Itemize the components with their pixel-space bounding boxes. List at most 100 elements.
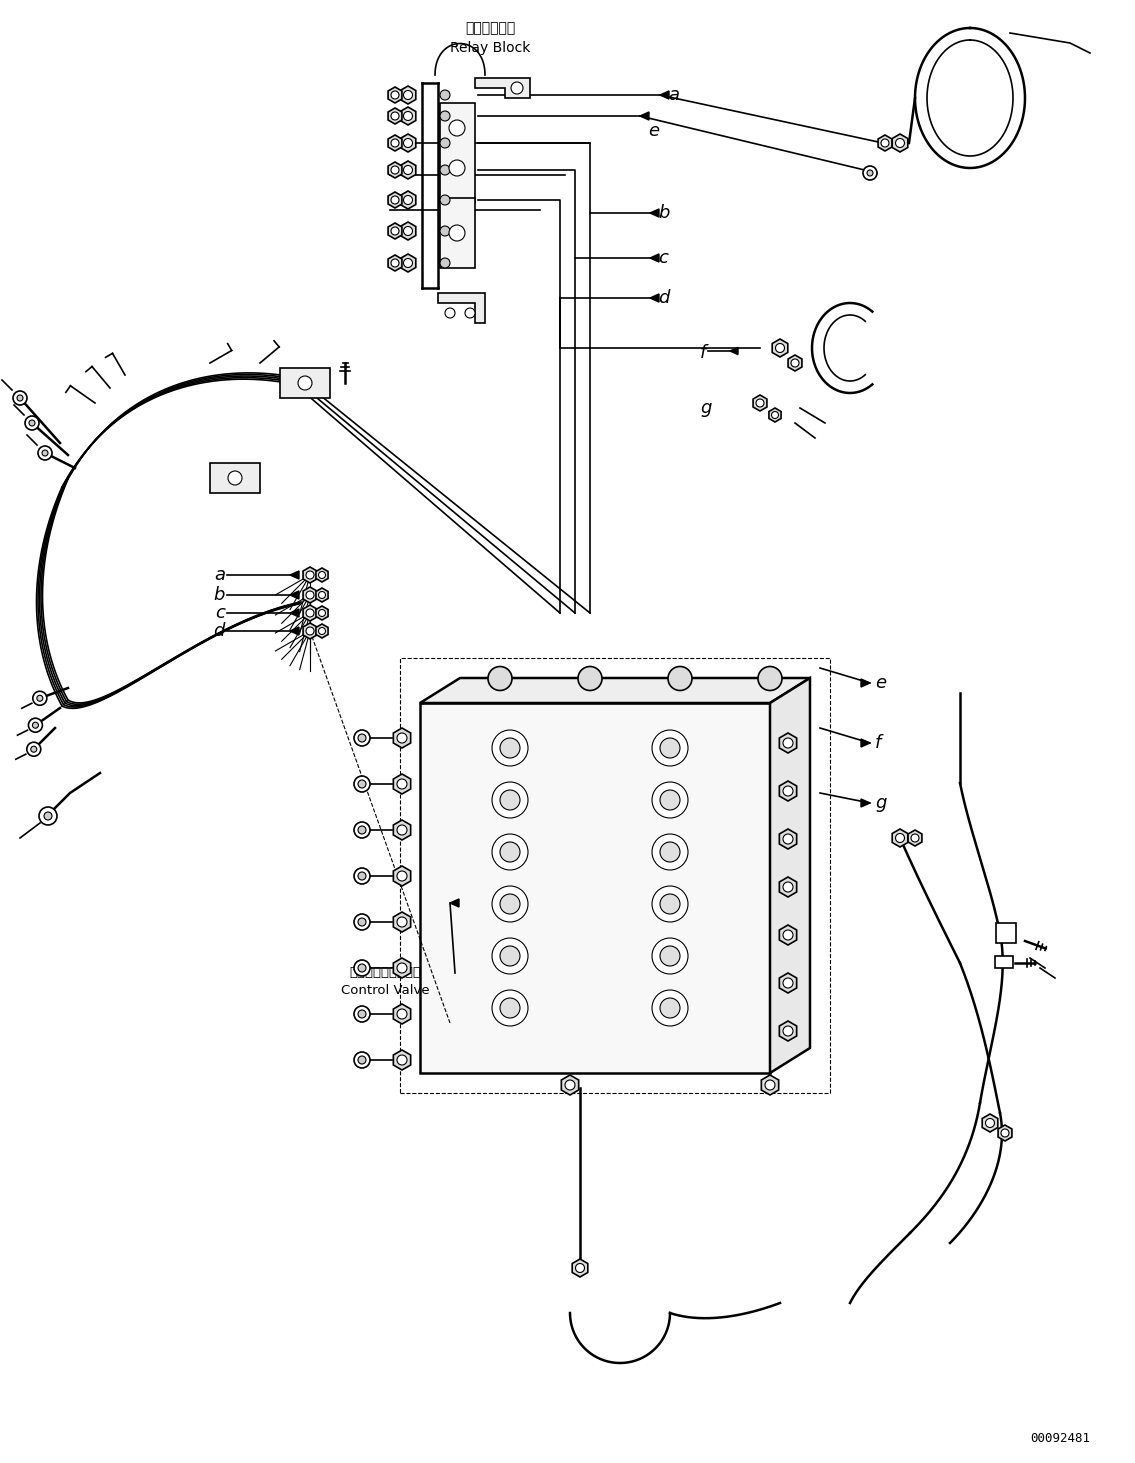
Circle shape xyxy=(358,827,365,834)
Text: Relay Block: Relay Block xyxy=(449,41,530,56)
Circle shape xyxy=(783,882,793,892)
Circle shape xyxy=(1001,1129,1009,1137)
Circle shape xyxy=(501,790,520,811)
Polygon shape xyxy=(316,625,328,638)
Circle shape xyxy=(397,870,407,881)
Polygon shape xyxy=(394,819,411,840)
Circle shape xyxy=(404,139,412,148)
Circle shape xyxy=(440,111,449,121)
Circle shape xyxy=(404,259,412,268)
Circle shape xyxy=(397,963,407,973)
Circle shape xyxy=(449,225,465,241)
Polygon shape xyxy=(394,1050,411,1069)
Polygon shape xyxy=(401,107,415,124)
Circle shape xyxy=(501,894,520,914)
Circle shape xyxy=(397,825,407,835)
Polygon shape xyxy=(394,774,411,794)
Circle shape xyxy=(440,138,449,148)
Circle shape xyxy=(465,309,476,317)
Circle shape xyxy=(491,990,528,1026)
Circle shape xyxy=(390,165,400,174)
Circle shape xyxy=(358,734,365,742)
Circle shape xyxy=(440,257,449,268)
Polygon shape xyxy=(291,571,299,579)
Polygon shape xyxy=(730,347,738,354)
Circle shape xyxy=(42,451,48,456)
Circle shape xyxy=(397,778,407,789)
Text: d: d xyxy=(658,290,670,307)
Circle shape xyxy=(358,872,365,881)
Text: e: e xyxy=(875,674,886,692)
Circle shape xyxy=(228,471,242,486)
Circle shape xyxy=(397,1055,407,1065)
Circle shape xyxy=(397,917,407,928)
Bar xyxy=(400,658,830,1093)
Circle shape xyxy=(501,998,520,1018)
Circle shape xyxy=(390,227,400,236)
Circle shape xyxy=(358,1056,365,1064)
Bar xyxy=(210,462,260,493)
Polygon shape xyxy=(401,222,415,240)
Circle shape xyxy=(25,415,39,430)
Circle shape xyxy=(651,730,688,767)
Polygon shape xyxy=(303,587,317,603)
Polygon shape xyxy=(562,1075,579,1094)
Text: 00092481: 00092481 xyxy=(1029,1431,1090,1444)
Circle shape xyxy=(651,783,688,818)
Circle shape xyxy=(17,395,23,401)
Circle shape xyxy=(354,775,370,791)
Circle shape xyxy=(669,667,692,691)
Circle shape xyxy=(440,225,449,236)
Text: f: f xyxy=(700,344,706,361)
Circle shape xyxy=(783,834,793,844)
Polygon shape xyxy=(388,255,402,271)
Circle shape xyxy=(758,667,782,691)
Circle shape xyxy=(36,695,43,701)
Circle shape xyxy=(756,399,764,407)
Circle shape xyxy=(896,139,905,148)
Circle shape xyxy=(651,990,688,1026)
Circle shape xyxy=(783,737,793,748)
Polygon shape xyxy=(892,135,908,152)
Circle shape xyxy=(651,887,688,922)
Polygon shape xyxy=(780,733,797,753)
Polygon shape xyxy=(303,623,317,639)
Polygon shape xyxy=(780,830,797,849)
Text: 中継ブロック: 中継ブロック xyxy=(465,20,515,35)
Polygon shape xyxy=(316,588,328,601)
Polygon shape xyxy=(572,1260,588,1277)
Circle shape xyxy=(358,964,365,971)
Bar xyxy=(997,923,1016,944)
Polygon shape xyxy=(650,255,659,262)
Polygon shape xyxy=(780,781,797,802)
Circle shape xyxy=(501,843,520,862)
Circle shape xyxy=(33,723,39,729)
Circle shape xyxy=(783,930,793,941)
Circle shape xyxy=(390,139,400,146)
Circle shape xyxy=(390,91,400,99)
Circle shape xyxy=(783,786,793,796)
Circle shape xyxy=(578,667,602,691)
Circle shape xyxy=(491,730,528,767)
Circle shape xyxy=(575,1264,585,1273)
Polygon shape xyxy=(449,898,459,907)
Polygon shape xyxy=(401,255,415,272)
Polygon shape xyxy=(908,830,922,846)
Polygon shape xyxy=(291,628,299,635)
Polygon shape xyxy=(861,799,871,808)
Circle shape xyxy=(491,938,528,974)
Circle shape xyxy=(783,1026,793,1036)
Polygon shape xyxy=(861,739,871,748)
Text: b: b xyxy=(213,587,225,604)
Circle shape xyxy=(565,1080,575,1090)
Circle shape xyxy=(306,609,314,617)
Circle shape xyxy=(358,917,365,926)
Polygon shape xyxy=(401,86,415,104)
Polygon shape xyxy=(659,91,669,99)
Circle shape xyxy=(30,420,35,426)
Polygon shape xyxy=(420,677,810,704)
Circle shape xyxy=(319,628,326,635)
Text: a: a xyxy=(669,86,679,104)
Circle shape xyxy=(511,82,523,94)
Circle shape xyxy=(659,790,680,811)
